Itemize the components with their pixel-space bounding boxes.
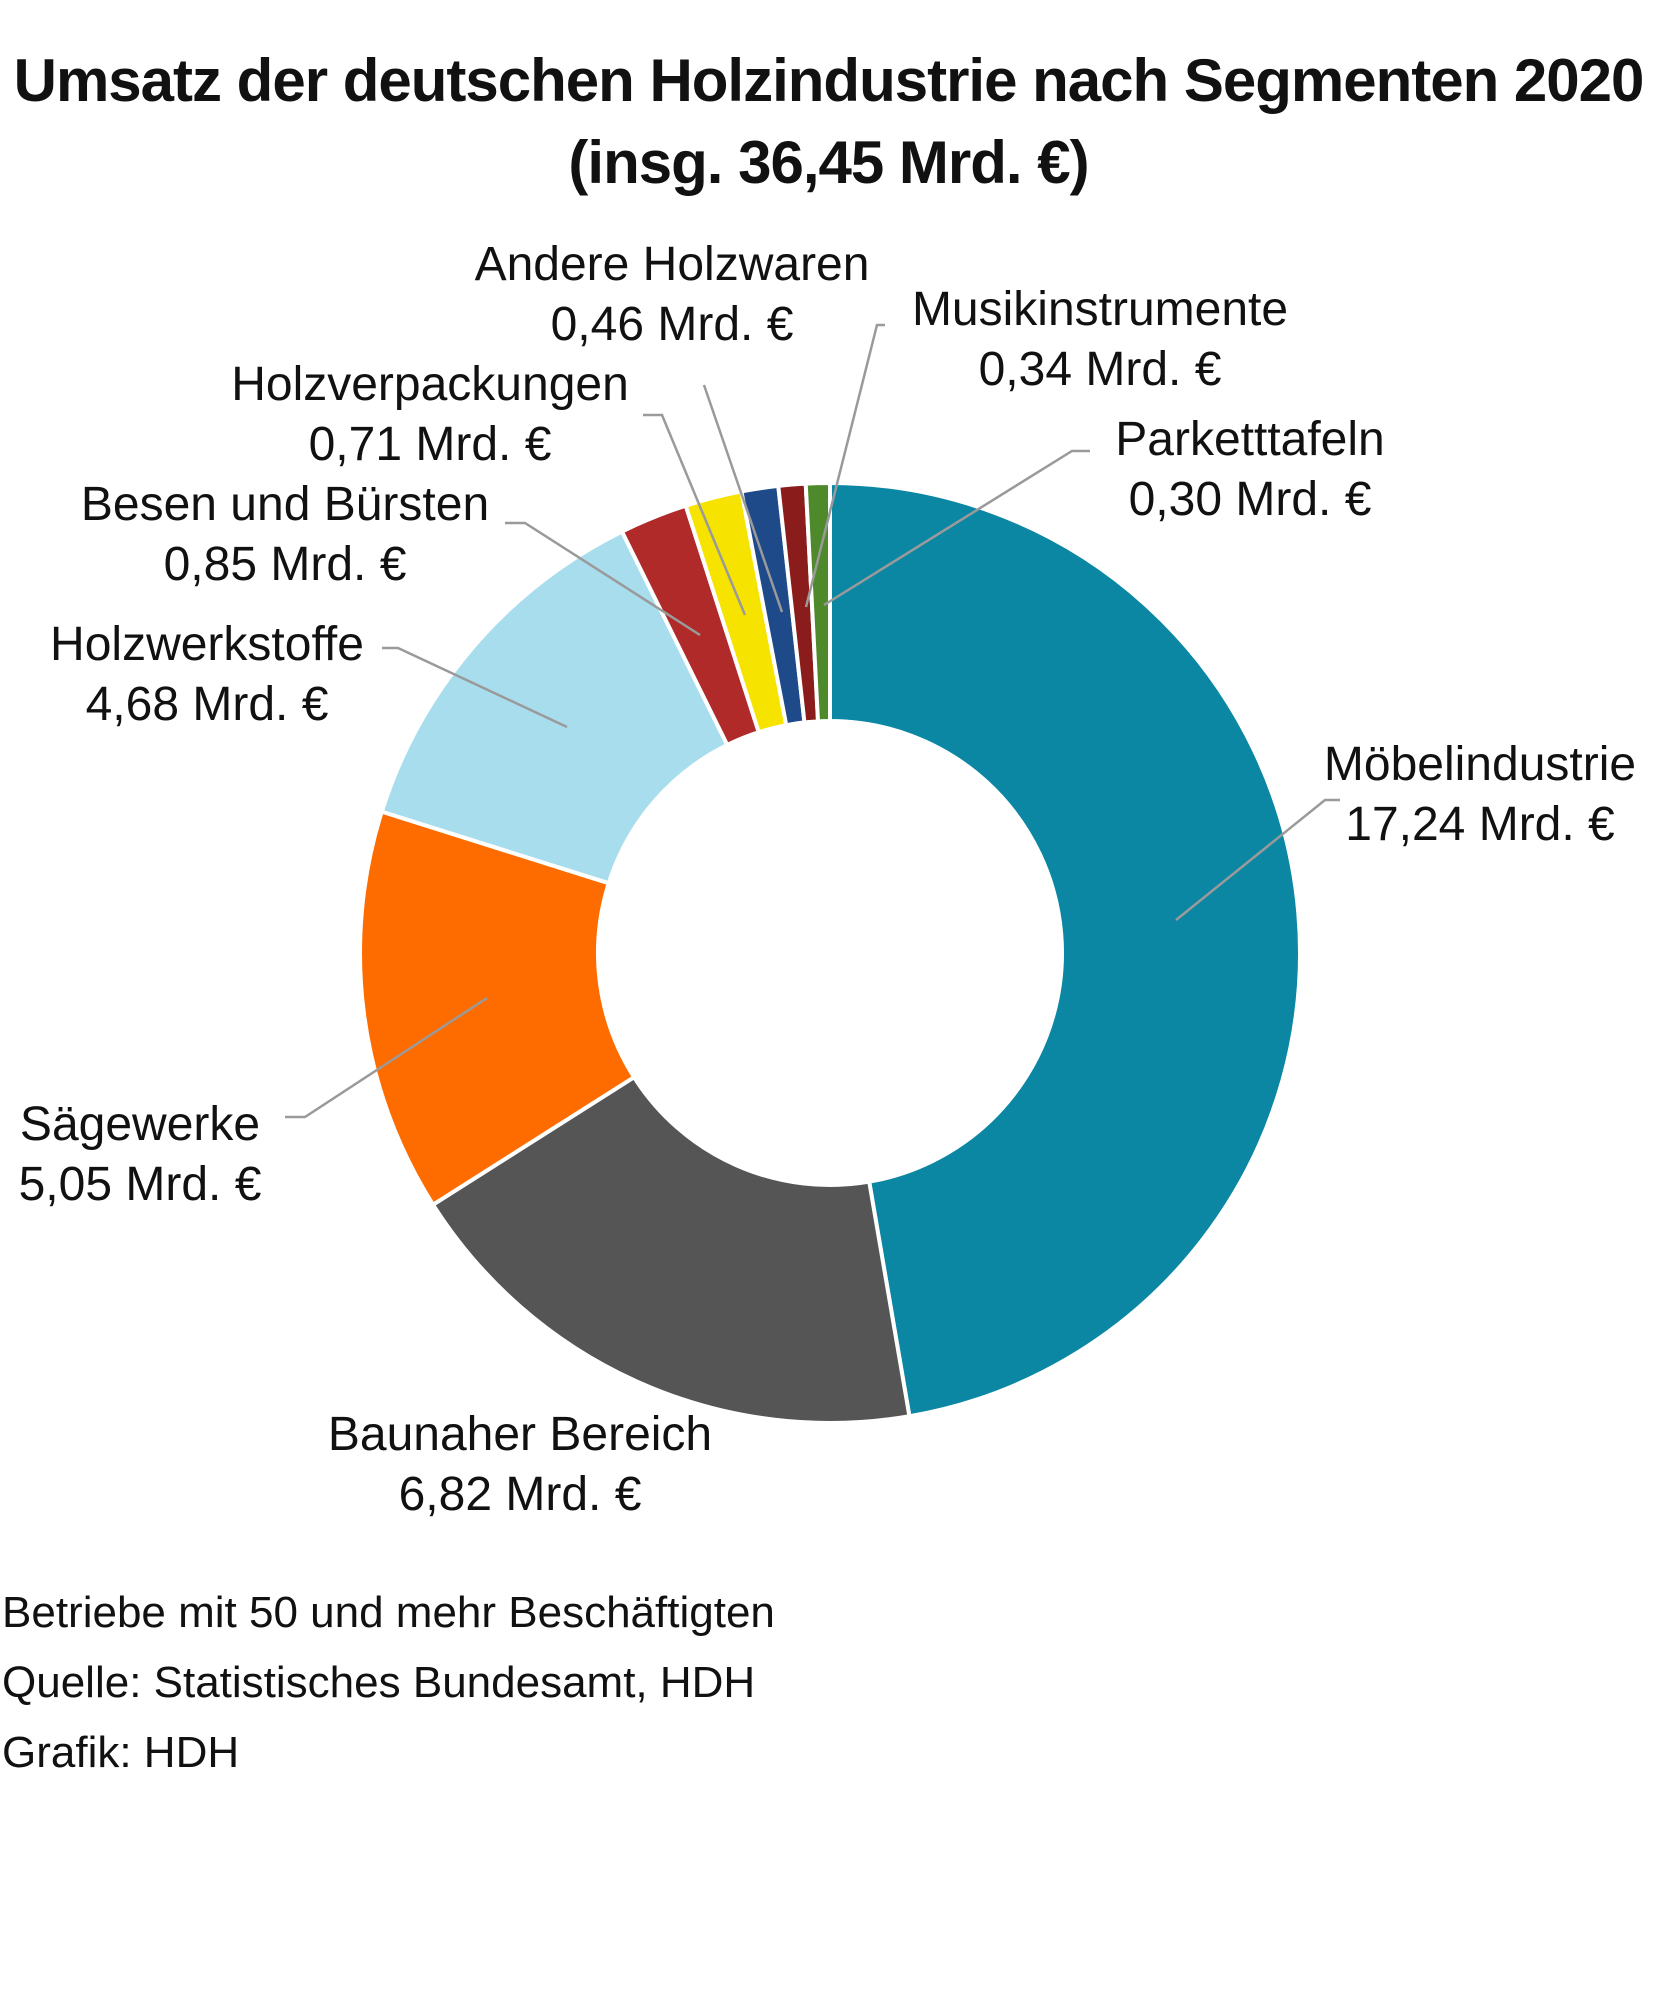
leader-line-mobelindustrie <box>1175 798 1340 921</box>
leader-line-sagewerke <box>285 996 488 1119</box>
slice-value: 0,30 Mrd. € <box>1129 473 1372 526</box>
slice-name: Besen und Bürsten <box>81 478 489 531</box>
slice-value: 5,05 Mrd. € <box>19 1158 262 1211</box>
leader-line-andere-holzwaren <box>702 384 784 613</box>
slice-name: Baunaher Bereich <box>328 1408 712 1461</box>
slice-sagewerke[interactable] <box>358 809 637 1207</box>
footer-credit: Grafik: HDH <box>2 1728 240 1777</box>
slice-parketttafeln[interactable] <box>803 481 832 724</box>
slice-name: Holzwerkstoffe <box>50 618 364 671</box>
slice-label-andere-holzwaren: Andere Holzwaren 0,46 Mrd. € <box>475 238 870 351</box>
slice-mobelindustrie[interactable] <box>828 481 1302 1419</box>
slice-label-holzwerkstoffe: Holzwerkstoffe 4,68 Mrd. € <box>50 618 364 731</box>
slice-label-musikinstrumente: Musikinstrumente 0,34 Mrd. € <box>912 283 1288 396</box>
slice-name: Sägewerke <box>20 1098 260 1151</box>
footer-note: Betriebe mit 50 und mehr Beschäftigten <box>2 1588 775 1637</box>
leader-line-holzwerkstoffe <box>382 646 568 729</box>
slice-label-parketttafeln: Parketttafeln 0,30 Mrd. € <box>1115 413 1384 526</box>
chart-title-line2: (insg. 36,45 Mrd. €) <box>568 129 1089 196</box>
slice-label-mobelindustrie: Möbelindustrie 17,24 Mrd. € <box>1324 738 1636 851</box>
slice-holzwerkstoffe[interactable] <box>379 529 730 886</box>
slice-name: Musikinstrumente <box>912 283 1288 336</box>
leader-line-parketttafeln <box>823 449 1090 607</box>
chart-title: Umsatz der deutschen Holzindustrie nach … <box>0 40 1657 204</box>
leader-line-musikinstrumente <box>804 323 885 608</box>
slice-label-sagewerke: Sägewerke 5,05 Mrd. € <box>19 1098 262 1211</box>
leader-line-holzverpackungen <box>643 413 747 616</box>
slice-name: Andere Holzwaren <box>475 238 870 291</box>
chart-footer: Betriebe mit 50 und mehr Beschäftigten Q… <box>2 1578 775 1788</box>
slice-name: Holzverpackungen <box>231 358 629 411</box>
slice-baunaher-bereich[interactable] <box>431 1075 912 1425</box>
slice-value: 0,85 Mrd. € <box>164 538 407 591</box>
slice-label-baunaher-bereich: Baunaher Bereich 6,82 Mrd. € <box>328 1408 712 1521</box>
slice-label-holzverpackungen: Holzverpackungen 0,71 Mrd. € <box>231 358 629 471</box>
slice-value: 0,71 Mrd. € <box>309 418 552 471</box>
slice-name: Parketttafeln <box>1115 413 1384 466</box>
slice-label-besen-und-bursten: Besen und Bürsten 0,85 Mrd. € <box>81 478 489 591</box>
leader-lines <box>285 323 1340 1119</box>
slice-value: 6,82 Mrd. € <box>399 1468 642 1521</box>
slice-name: Möbelindustrie <box>1324 738 1636 791</box>
slice-value: 0,34 Mrd. € <box>979 343 1222 396</box>
slice-value: 17,24 Mrd. € <box>1345 798 1615 851</box>
slice-value: 0,46 Mrd. € <box>551 298 794 351</box>
footer-source: Quelle: Statistisches Bundesamt, HDH <box>2 1658 756 1707</box>
slice-labels: Möbelindustrie 17,24 Mrd. € Baunaher Berei… <box>19 238 1636 1521</box>
donut-slices <box>358 481 1302 1425</box>
leader-line-besen-und-bursten <box>505 521 701 637</box>
slice-value: 4,68 Mrd. € <box>86 678 329 731</box>
chart-title-line1: Umsatz der deutschen Holzindustrie nach … <box>13 47 1645 114</box>
